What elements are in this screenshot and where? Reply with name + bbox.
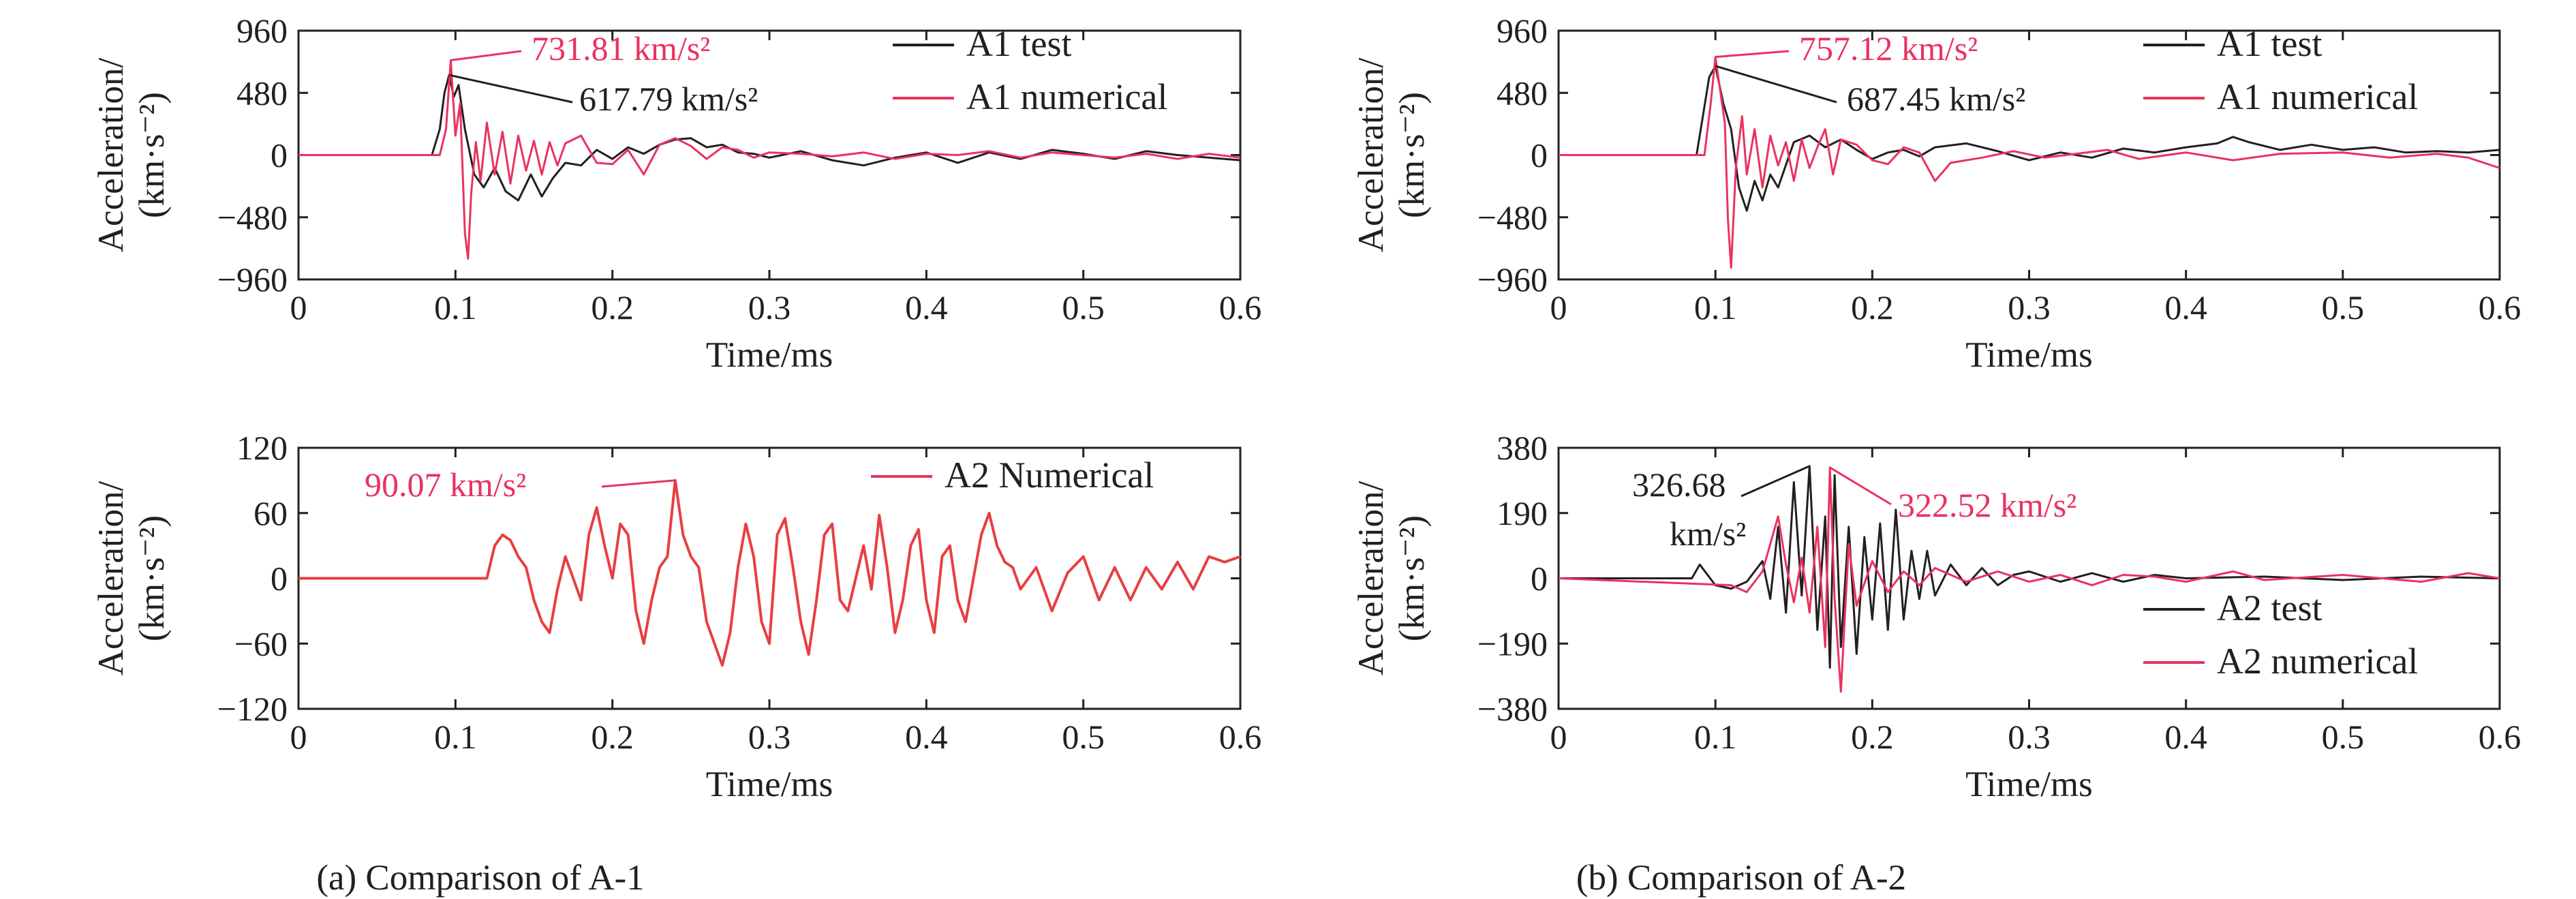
b-bottom-annotation-leader	[1829, 466, 1892, 506]
a-top-xtick-label: 0.6	[1219, 288, 1262, 326]
a-top-annotation-leader	[448, 74, 573, 104]
a-bottom-ytick-label: −60	[234, 624, 288, 662]
b-top-yaxis-label-line1: Acceleration/	[1351, 58, 1391, 253]
a-top-ytick-label: −480	[217, 198, 288, 237]
b-bottom-series-line-a2-numerical	[1558, 466, 2500, 693]
a-top-xtick-label: 0.1	[434, 288, 477, 326]
b-bottom-ytick-label: −380	[1477, 690, 1548, 728]
a-top-xtick-label: 0.5	[1062, 288, 1105, 326]
b-bottom-legend-label: A2 test	[2217, 588, 2322, 628]
a-bottom-ytick-label: 0	[271, 560, 288, 598]
a-bottom-annotation-label: 90.07 km/s²	[365, 466, 526, 504]
b-top-legend-label: A1 test	[2217, 23, 2322, 64]
a-bottom-xtick-label: 0.5	[1062, 718, 1105, 756]
b-bottom-yaxis-label-line1: Acceleration/	[1351, 481, 1391, 676]
b-bottom-xtick-label: 0.1	[1694, 718, 1737, 756]
a-top-xtick-label: 0	[290, 288, 307, 326]
b-top-yaxis-label-line2: (km·s⁻²)	[1392, 92, 1432, 218]
a-top-xtick-label: 0.2	[591, 288, 634, 326]
a-top-legend-label: A1 test	[966, 23, 1072, 64]
b-bottom-xtick-label: 0.4	[2164, 718, 2207, 756]
a-bottom-xtick-label: 0.4	[905, 718, 948, 756]
a-bottom-xtick-label: 0.1	[434, 718, 477, 756]
b-top-annotation-leader	[1715, 65, 1837, 104]
a-bottom-legend-label: A2 Numerical	[945, 455, 1154, 496]
a-bottom-yaxis-label-line1: Acceleration/	[91, 481, 131, 676]
b-bottom-series-line-a2-test	[1559, 465, 2500, 669]
b-bottom-annotation-label: 326.68	[1632, 466, 1726, 504]
b-top-xtick-label: 0.5	[2322, 288, 2365, 326]
a-top-xaxis-label: Time/ms	[706, 335, 833, 375]
a-bottom-xtick-label: 0	[290, 718, 307, 756]
b-bottom-ytick-label: 380	[1497, 429, 1548, 467]
a-top-yaxis-label-line1: Acceleration/	[91, 58, 131, 253]
b-bottom-ytick-label: 190	[1497, 494, 1548, 532]
caption-a: (a) Comparison of A-1	[316, 858, 644, 898]
b-top-ytick-label: −960	[1477, 260, 1548, 299]
a-bottom-series-line-a2-numerical	[298, 479, 1241, 667]
b-top-annotation-leader	[1715, 50, 1790, 59]
b-bottom-xtick-label: 0.3	[2008, 718, 2051, 756]
b-top-series-line-a1-numerical	[1559, 56, 2500, 269]
b-bottom-xtick-label: 0.2	[1851, 718, 1894, 756]
a-bottom-ytick-label: 120	[236, 429, 288, 467]
b-top-xtick-label: 0.2	[1851, 288, 1894, 326]
b-top-xtick-label: 0.1	[1694, 288, 1737, 326]
a-top-xtick-label: 0.3	[748, 288, 791, 326]
a-top-yaxis-label-line2: (km·s⁻²)	[132, 92, 172, 218]
b-bottom-ytick-label: 0	[1531, 560, 1548, 598]
a-top-series-line-a1-numerical	[298, 59, 1241, 260]
a-bottom-xtick-label: 0.6	[1219, 718, 1262, 756]
b-bottom-yaxis-label-line2: (km·s⁻²)	[1392, 515, 1432, 641]
a-top-ytick-label: −960	[217, 260, 288, 299]
a-bottom-xtick-label: 0.2	[591, 718, 634, 756]
a-bottom-xaxis-label: Time/ms	[706, 765, 833, 804]
b-top-xtick-label: 0.3	[2008, 288, 2051, 326]
a-top-ytick-label: 960	[236, 12, 288, 50]
b-bottom-annotation-label: 322.52 km/s²	[1898, 486, 2076, 524]
a-bottom-xtick-label: 0.3	[748, 718, 791, 756]
a-top-xtick-label: 0.4	[905, 288, 948, 326]
b-bottom-legend-label: A2 numerical	[2217, 641, 2418, 682]
b-top-ytick-label: −480	[1477, 198, 1548, 237]
b-bottom-ytick-label: −190	[1477, 624, 1548, 662]
b-top-legend-label: A1 numerical	[2217, 76, 2418, 117]
b-bottom-xtick-label: 0	[1550, 718, 1567, 756]
a-bottom-ytick-label: −120	[217, 690, 288, 728]
b-top-series-line-a1-test	[1559, 65, 2500, 212]
a-bottom-ytick-label: 60	[254, 494, 288, 532]
b-top-xtick-label: 0	[1550, 288, 1567, 326]
a-top-annotation-label: 731.81 km/s²	[532, 29, 710, 67]
a-top-annotation-label: 617.79 km/s²	[579, 80, 758, 118]
b-top-ytick-label: 960	[1497, 12, 1548, 50]
b-bottom-xaxis-label: Time/ms	[1965, 765, 2093, 804]
a-top-legend-label: A1 numerical	[966, 76, 1167, 117]
b-top-xtick-label: 0.4	[2164, 288, 2207, 326]
a-top-ytick-label: 0	[271, 136, 288, 174]
a-bottom-annotation-leader	[601, 479, 675, 488]
b-top-annotation-label: 757.12 km/s²	[1799, 29, 1978, 67]
b-bottom-annotation-leader	[1741, 465, 1810, 498]
b-bottom-xtick-label: 0.6	[2479, 718, 2521, 756]
a-bottom-yaxis-label-line2: (km·s⁻²)	[132, 515, 172, 641]
a-top-annotation-leader	[450, 50, 522, 61]
a-top-ytick-label: 480	[236, 74, 288, 112]
b-top-ytick-label: 480	[1497, 74, 1548, 112]
b-top-ytick-label: 0	[1531, 136, 1548, 174]
b-top-annotation-label: 687.45 km/s²	[1847, 80, 2025, 118]
b-top-xaxis-label: Time/ms	[1965, 335, 2093, 375]
caption-b: (b) Comparison of A-2	[1576, 858, 1906, 898]
b-bottom-xtick-label: 0.5	[2322, 718, 2365, 756]
b-top-xtick-label: 0.6	[2479, 288, 2521, 326]
b-bottom-annotation-label-line2: km/s²	[1670, 515, 1746, 553]
